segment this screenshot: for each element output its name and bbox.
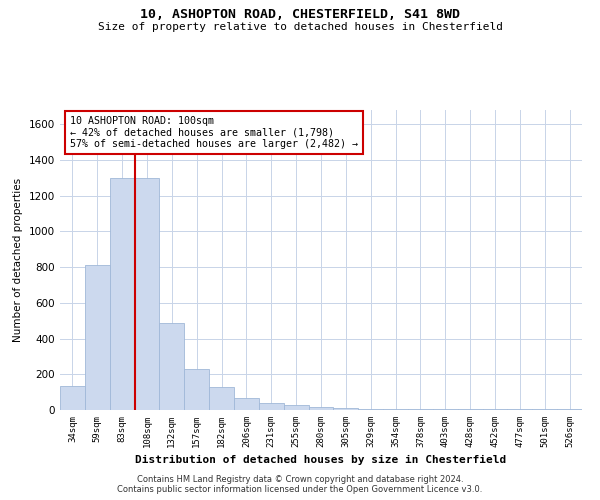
Text: 10 ASHOPTON ROAD: 100sqm
← 42% of detached houses are smaller (1,798)
57% of sem: 10 ASHOPTON ROAD: 100sqm ← 42% of detach… [70,116,358,149]
Bar [408,408,433,410]
Bar [110,178,134,410]
Bar [209,387,234,410]
Text: Distribution of detached houses by size in Chesterfield: Distribution of detached houses by size … [136,455,506,465]
Bar [184,369,209,410]
Bar [532,408,557,410]
Text: Contains HM Land Registry data © Crown copyright and database right 2024.: Contains HM Land Registry data © Crown c… [137,475,463,484]
Bar [259,404,284,410]
Bar [557,408,582,410]
Bar [308,407,334,410]
Bar [383,408,408,410]
Bar [85,266,110,410]
Bar [433,408,458,410]
Bar [358,408,383,410]
Bar [334,408,358,410]
Text: Size of property relative to detached houses in Chesterfield: Size of property relative to detached ho… [97,22,503,32]
Bar [508,408,532,410]
Y-axis label: Number of detached properties: Number of detached properties [13,178,23,342]
Text: Contains public sector information licensed under the Open Government Licence v3: Contains public sector information licen… [118,485,482,494]
Bar [284,405,308,410]
Bar [134,178,160,410]
Bar [160,322,184,410]
Bar [458,408,482,410]
Bar [60,386,85,410]
Bar [482,408,508,410]
Text: 10, ASHOPTON ROAD, CHESTERFIELD, S41 8WD: 10, ASHOPTON ROAD, CHESTERFIELD, S41 8WD [140,8,460,20]
Bar [234,398,259,410]
